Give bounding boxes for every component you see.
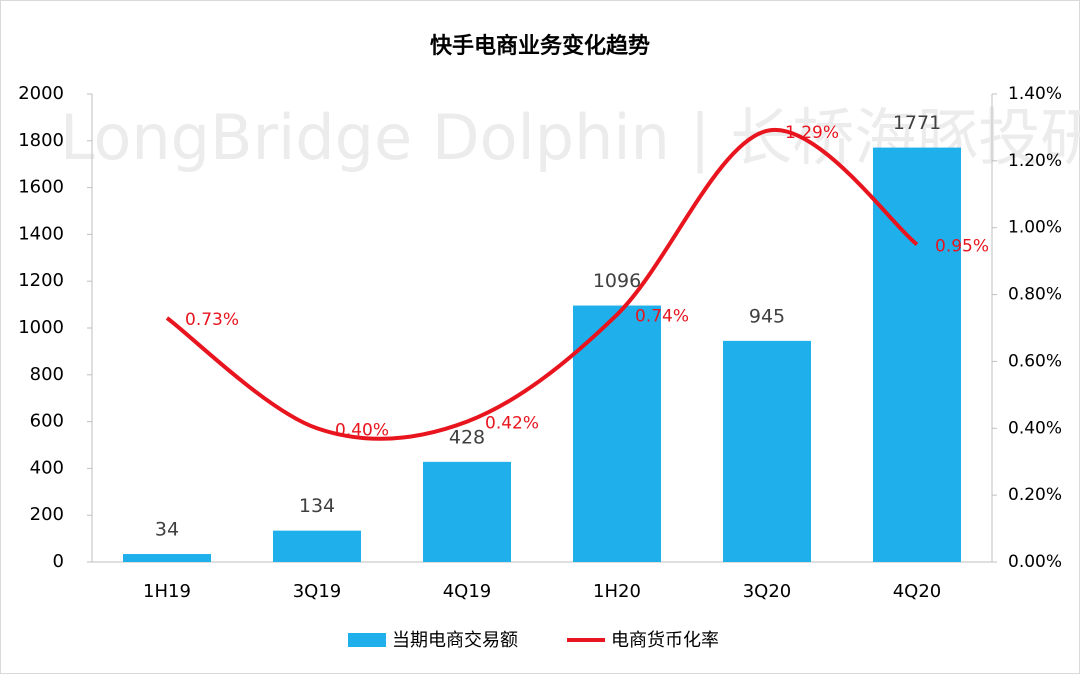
bar: [423, 461, 511, 562]
chart-title: 快手电商业务变化趋势: [430, 33, 650, 59]
y2-tick-label: 0.00%: [1008, 552, 1062, 572]
bar: [123, 554, 211, 562]
y2-tick-label: 0.80%: [1008, 285, 1062, 305]
bar: [873, 147, 961, 562]
y-tick-label: 0: [53, 551, 64, 572]
line-value-label: 0.40%: [335, 420, 389, 440]
y-tick-label: 800: [30, 364, 64, 385]
line-value-label: 0.42%: [485, 414, 539, 434]
legend-label: 电商货币化率: [611, 630, 719, 651]
y-tick-label: 1400: [18, 223, 64, 244]
y2-tick-label: 1.40%: [1008, 84, 1062, 104]
line-value-label: 0.74%: [635, 307, 689, 327]
legend-swatch: [348, 633, 386, 647]
legend-label: 当期电商交易额: [392, 630, 518, 651]
y-tick-label: 1000: [18, 317, 64, 338]
x-tick-label: 1H20: [593, 581, 641, 602]
y-tick-label: 1600: [18, 177, 64, 198]
x-tick-label: 4Q19: [443, 581, 492, 602]
line-value-label: 0.95%: [935, 236, 989, 256]
y2-tick-label: 0.20%: [1008, 485, 1062, 505]
y2-tick-label: 0.40%: [1008, 418, 1062, 438]
y-tick-label: 1200: [18, 270, 64, 291]
y-tick-label: 600: [30, 411, 64, 432]
y-tick-label: 200: [30, 504, 64, 525]
bar: [573, 305, 661, 562]
bar-value-label: 945: [749, 305, 785, 327]
y2-tick-label: 1.00%: [1008, 218, 1062, 238]
x-tick-label: 3Q19: [293, 581, 342, 602]
bar-value-label: 134: [299, 495, 335, 517]
line: [165, 127, 919, 441]
bar: [723, 340, 811, 562]
line-value-label: 1.29%: [785, 123, 839, 143]
x-tick-label: 1H19: [143, 581, 191, 602]
bar-value-label: 34: [155, 519, 179, 541]
bar-value-label: 1096: [593, 270, 641, 292]
y-tick-label: 2000: [18, 83, 64, 104]
y2-tick-label: 0.60%: [1008, 351, 1062, 371]
y2-tick-label: 1.20%: [1008, 151, 1062, 171]
bar-value-label: 428: [449, 426, 485, 448]
x-tick-label: 4Q20: [893, 581, 942, 602]
line-value-label: 0.73%: [185, 310, 239, 330]
bar: [273, 530, 361, 562]
x-tick-label: 3Q20: [743, 581, 792, 602]
y-tick-label: 1800: [18, 130, 64, 151]
y-tick-label: 400: [30, 457, 64, 478]
bar-value-label: 1771: [893, 112, 941, 134]
